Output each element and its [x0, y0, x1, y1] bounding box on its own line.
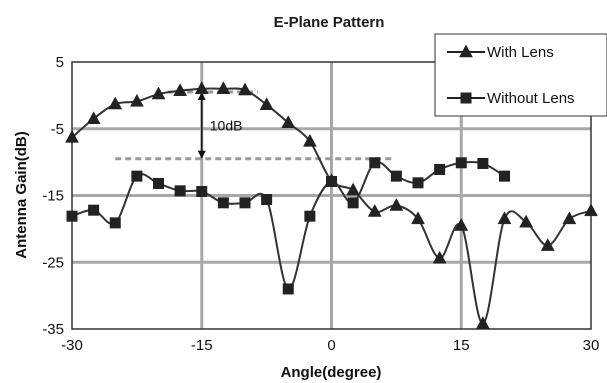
- data-point: [475, 316, 490, 329]
- data-point: [432, 250, 447, 264]
- data-point: [239, 197, 251, 209]
- data-point: [282, 283, 294, 295]
- x-axis-title: Angle(degree): [281, 364, 382, 381]
- x-tick-label: 15: [453, 337, 470, 354]
- y-tick-label: -5: [51, 121, 64, 138]
- data-point: [562, 211, 577, 225]
- data-point: [499, 170, 510, 182]
- arrow-down-icon: [197, 150, 206, 159]
- data-point: [367, 203, 382, 217]
- data-point: [86, 111, 101, 124]
- data-point: [389, 197, 404, 211]
- series-layer: [65, 81, 598, 329]
- data-point: [390, 170, 402, 182]
- data-point: [281, 115, 296, 128]
- data-point: [153, 177, 164, 189]
- data-point: [519, 214, 534, 228]
- data-point: [346, 182, 361, 196]
- data-point: [304, 210, 316, 222]
- data-point: [174, 185, 186, 197]
- x-tick-label: 0: [327, 337, 335, 354]
- data-point: [540, 238, 555, 251]
- data-point: [497, 211, 512, 225]
- data-point: [455, 157, 467, 169]
- y-tick-label: -15: [42, 188, 64, 205]
- series-2: [66, 157, 510, 295]
- data-point: [196, 185, 208, 197]
- tick-labels: -30 -15 0 15 30 5 -5 -15 -25 -35: [42, 54, 599, 354]
- data-point: [238, 82, 252, 96]
- data-point: [347, 197, 359, 209]
- x-tick-label: -30: [61, 337, 83, 354]
- data-point: [194, 81, 209, 94]
- data-point: [326, 175, 337, 187]
- legend: With Lens Without Lens: [434, 33, 607, 117]
- data-point: [261, 194, 273, 206]
- data-point: [216, 81, 231, 94]
- data-point: [173, 83, 188, 96]
- plot-frame: [71, 61, 592, 330]
- arrow-up-icon: [197, 92, 206, 101]
- data-point: [65, 129, 79, 143]
- y-tick-label: 5: [56, 54, 64, 71]
- legend-marker: [460, 92, 472, 104]
- data-point: [66, 210, 78, 222]
- data-point: [151, 86, 166, 100]
- data-point: [259, 97, 274, 110]
- data-point: [412, 177, 424, 189]
- x-tick-label: 30: [583, 337, 600, 354]
- y-tick-label: -35: [42, 321, 64, 338]
- data-point: [584, 203, 598, 217]
- y-tick-label: -25: [42, 254, 64, 271]
- data-point: [217, 197, 229, 209]
- gain-difference-annotation: 10dB: [115, 90, 393, 161]
- data-point: [369, 157, 381, 169]
- data-point: [129, 93, 144, 107]
- data-point: [411, 211, 425, 225]
- data-point: [131, 170, 143, 182]
- data-point: [109, 217, 121, 229]
- data-point: [88, 204, 100, 216]
- annotation-label: 10dB: [210, 117, 243, 133]
- x-tick-label: -15: [191, 337, 213, 354]
- legend-marker: [459, 44, 473, 58]
- legend-label: With Lens: [487, 44, 554, 61]
- data-point: [454, 218, 469, 231]
- data-point: [434, 163, 446, 175]
- data-point: [108, 96, 123, 110]
- data-point: [302, 133, 317, 147]
- data-point: [477, 157, 489, 169]
- y-axis-title: Antenna Gain(dB): [13, 131, 30, 259]
- legend-label: Without Lens: [487, 90, 575, 107]
- chart-title: E-Plane Pattern: [274, 14, 385, 31]
